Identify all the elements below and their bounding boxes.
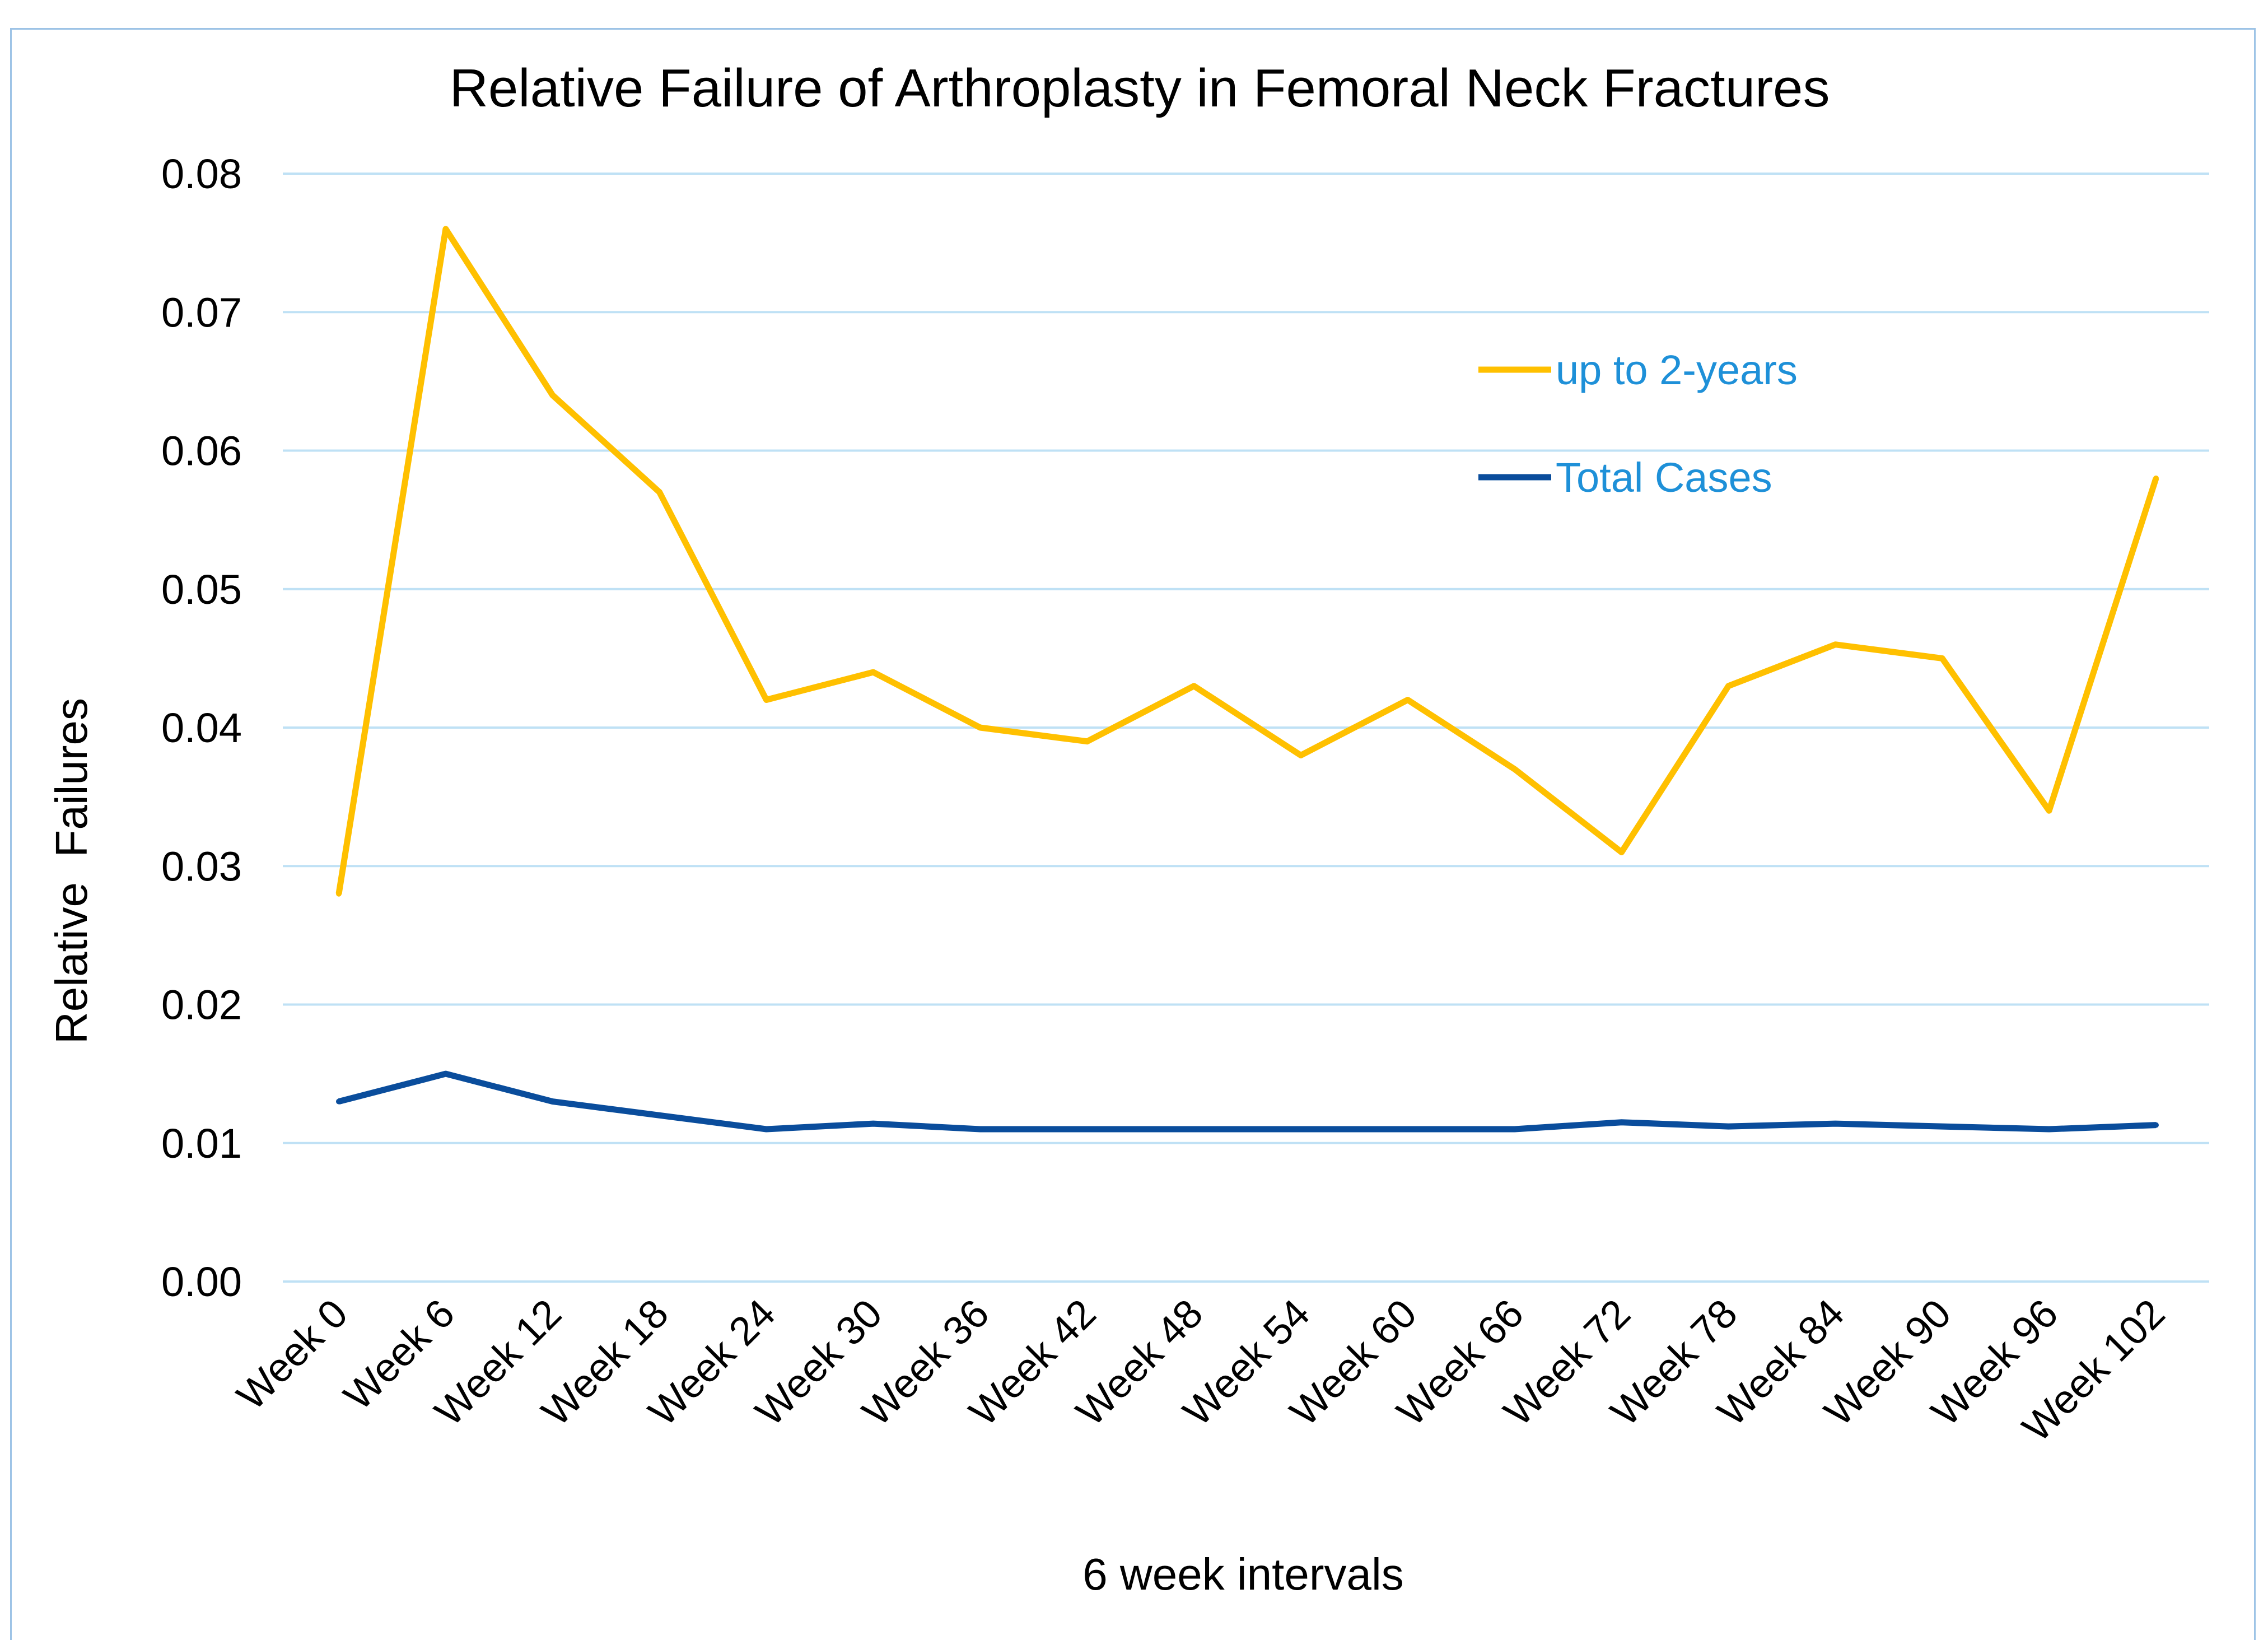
legend-label: up to 2-years xyxy=(1556,347,1798,393)
legend: up to 2-years Total Cases xyxy=(1478,347,1798,501)
data-point xyxy=(1084,738,1090,744)
data-point xyxy=(2153,1122,2159,1128)
y-tick-label: 0.07 xyxy=(161,289,242,336)
data-point xyxy=(763,697,769,703)
data-point xyxy=(1939,1124,1945,1130)
data-point xyxy=(1404,1126,1411,1133)
data-point xyxy=(656,489,662,495)
data-point xyxy=(656,1112,662,1119)
data-point xyxy=(442,1071,449,1077)
series-line-total-cases xyxy=(338,1070,2157,1133)
data-point xyxy=(1618,1119,1625,1125)
y-tick-label: 0.00 xyxy=(161,1259,242,1305)
series-lines xyxy=(335,226,2159,1133)
legend-label: Total Cases xyxy=(1556,454,1772,501)
y-tick-label: 0.03 xyxy=(161,843,242,889)
data-point xyxy=(1191,1126,1197,1133)
y-tick-label: 0.08 xyxy=(161,151,242,197)
y-axis-label: Relative Failures xyxy=(46,698,96,1044)
data-point xyxy=(977,1126,983,1133)
chart-border xyxy=(10,28,2256,1640)
series-line-up-to-2-years xyxy=(335,226,2159,894)
data-point xyxy=(1725,1124,1732,1130)
data-point xyxy=(977,725,983,730)
data-point xyxy=(1939,655,1945,661)
data-point xyxy=(1618,849,1625,855)
gridlines xyxy=(283,173,2209,1283)
data-point xyxy=(549,392,556,398)
x-tick-label: Week 0 xyxy=(228,1291,356,1419)
data-point xyxy=(1511,1126,1518,1133)
y-tick-label: 0.02 xyxy=(161,982,242,1028)
y-tick-label: 0.01 xyxy=(161,1120,242,1167)
data-point xyxy=(1084,1126,1090,1133)
data-point xyxy=(549,1098,556,1105)
data-point xyxy=(1298,752,1304,758)
data-point xyxy=(336,891,342,897)
chart-title: Relative Failure of Arthroplasty in Femo… xyxy=(450,58,1830,118)
data-point xyxy=(870,669,876,675)
data-point xyxy=(763,1126,769,1133)
y-tick-label: 0.05 xyxy=(161,566,242,613)
data-point xyxy=(2046,1126,2052,1133)
data-point xyxy=(1404,697,1411,703)
data-point xyxy=(442,226,449,232)
data-point xyxy=(2046,808,2052,814)
y-axis-ticks: 0.00 0.01 0.02 0.03 0.04 0.05 0.06 0.07 0.08 xyxy=(161,151,242,1305)
data-point xyxy=(1832,1121,1838,1127)
data-point xyxy=(1298,1126,1304,1133)
y-tick-label: 0.04 xyxy=(161,705,242,751)
data-point xyxy=(336,1098,342,1105)
data-point xyxy=(2153,475,2159,481)
y-tick-label: 0.06 xyxy=(161,428,242,474)
data-point xyxy=(1511,766,1518,772)
x-axis-label: 6 week intervals xyxy=(1082,1549,1404,1599)
data-point xyxy=(870,1121,876,1127)
data-point xyxy=(1191,683,1197,689)
data-point xyxy=(1725,683,1732,689)
data-point xyxy=(1832,641,1838,647)
